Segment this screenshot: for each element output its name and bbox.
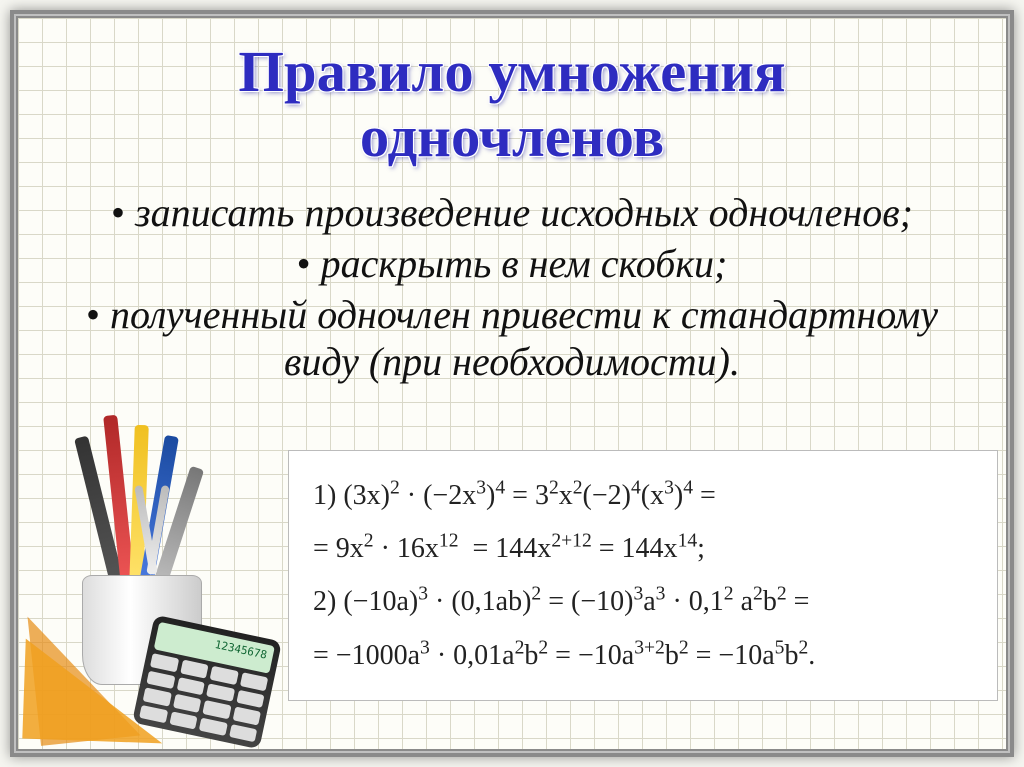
bullet-item: полученный одночлен привести к стандартн… [72,291,952,385]
bullet-item: записать произведение исходных одночлено… [72,189,952,236]
scissors-icon [122,475,182,575]
worked-examples-box: 1) (3x)2 · (−2x3)4 = 32x2(−2)4(x3)4 = = … [288,450,998,701]
slide-frame: Правило умножения одночленов записать пр… [10,10,1014,757]
math-line: 1) (3x)2 · (−2x3)4 = 32x2(−2)4(x3)4 = [313,469,977,522]
math-line: = 9x2 · 16x12 = 144x2+12 = 144x14; [313,522,977,575]
title-line-2: одночленов [18,105,1006,170]
stationery-illustration: 12345678 [22,445,302,745]
title-line-1: Правило умножения [18,40,1006,105]
bullet-item: раскрыть в нем скобки; [72,240,952,287]
math-line: = −1000a3 · 0,01a2b2 = −10a3+2b2 = −10a5… [313,629,977,682]
bullet-list: записать произведение исходных одночлено… [18,189,1006,385]
slide-title: Правило умножения одночленов [18,18,1006,169]
math-line: 2) (−10a)3 · (0,1ab)2 = (−10)3a3 · 0,12 … [313,575,977,628]
